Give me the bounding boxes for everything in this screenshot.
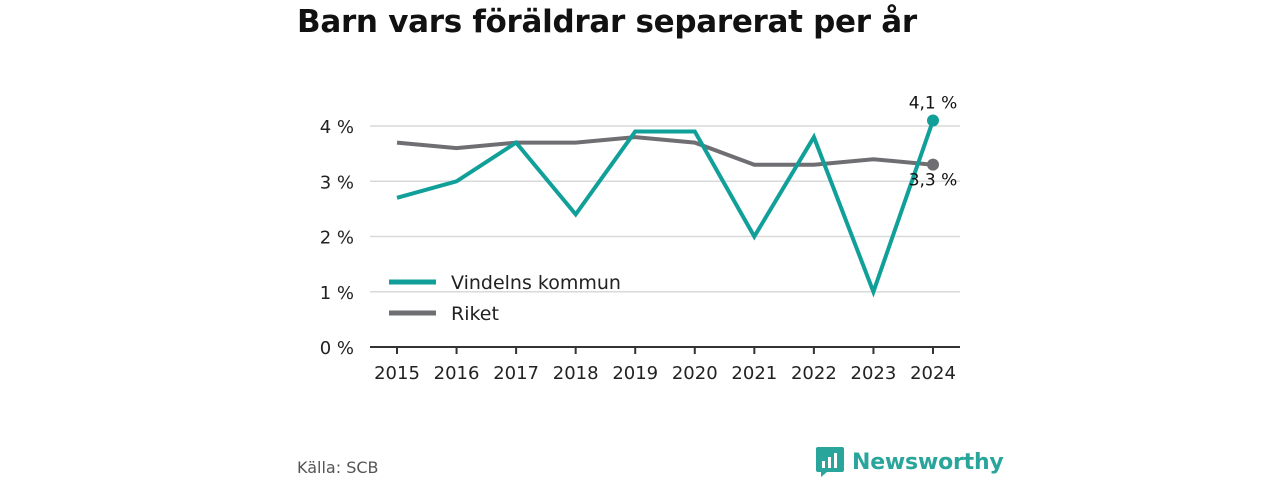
end-label-vindelns-kommun: 4,1 % [909,93,958,113]
end-marker-vindelns-kommun [927,114,939,127]
source-note: Källa: SCB [297,458,379,477]
legend-label: Riket [451,303,499,325]
y-axis-tick-labels: 0 % 1 % 2 % 3 % 4 % [320,117,354,359]
x-tick-label: 2017 [493,363,539,384]
y-tick-label: 4 % [320,117,354,138]
x-tick-label: 2021 [731,363,777,384]
brand-logo: Newsworthy [815,446,1004,478]
x-tick-label: 2019 [612,363,658,384]
end-label-riket: 3,3 % [909,171,958,191]
chart-title: Barn vars föräldrar separerat per år [297,4,917,40]
series-line-riket [396,135,934,167]
legend-label: Vindelns kommun [451,272,621,294]
x-tick-label: 2023 [851,363,897,384]
y-tick-label: 0 % [320,338,354,359]
x-axis-tick-labels: 2015 2016 2017 2018 2019 2020 2021 2022 2023 2024 [374,363,956,384]
y-tick-label: 1 % [320,283,354,304]
x-tick-label: 2024 [910,363,956,384]
x-tick-label: 2022 [791,363,837,384]
y-tick-label: 3 % [320,172,354,193]
end-marker-riket [927,158,939,171]
legend: Vindelns kommun Riket [389,272,621,325]
end-labels: 4,1 % 3,3 % [909,93,958,190]
series-lines [396,119,935,298]
end-markers [927,114,939,171]
brand-name: Newsworthy [852,449,1004,475]
x-tick-label: 2016 [434,363,480,384]
x-tick-label: 2018 [553,363,599,384]
gridlines [370,125,960,293]
y-tick-label: 2 % [320,228,354,249]
x-tick-label: 2015 [374,363,420,384]
newsworthy-logo-icon [816,447,844,477]
x-axis-ticks [396,347,934,354]
series-line-vindelns-kommun [396,119,935,298]
x-tick-label: 2020 [672,363,718,384]
